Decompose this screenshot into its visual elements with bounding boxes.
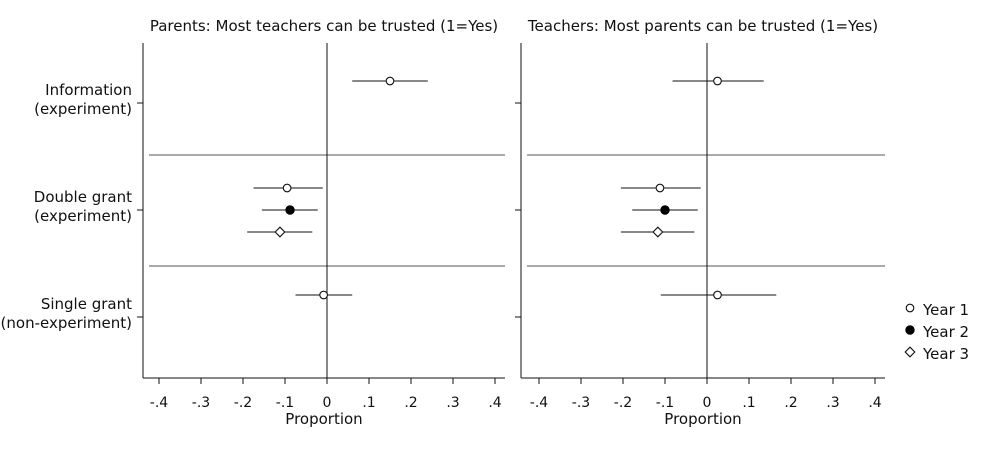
panel-title: Parents: Most teachers can be trusted (1… bbox=[150, 17, 498, 35]
x-tick-label: -.2 bbox=[614, 395, 632, 411]
panel-2: Teachers: Most parents can be trusted (1… bbox=[515, 17, 885, 428]
x-axis-label: Proportion bbox=[664, 410, 741, 428]
category-label-line: (experiment) bbox=[34, 207, 132, 225]
x-tick-label: -.4 bbox=[530, 395, 549, 411]
legend-marker bbox=[905, 325, 915, 335]
x-tick-label: -.4 bbox=[150, 395, 169, 411]
x-axis-label: Proportion bbox=[285, 410, 362, 428]
legend-label: Year 1 bbox=[922, 301, 969, 319]
category-label-line: (non-experiment) bbox=[1, 314, 132, 332]
category-label-line: Double grant bbox=[34, 188, 132, 206]
x-tick-label: .2 bbox=[784, 395, 797, 411]
x-tick-label: .1 bbox=[742, 395, 755, 411]
x-tick-label: .4 bbox=[868, 395, 881, 411]
x-tick-label: .4 bbox=[488, 395, 501, 411]
legend-label: Year 2 bbox=[922, 323, 969, 341]
x-tick-label: -.1 bbox=[656, 395, 674, 411]
panel-title: Teachers: Most parents can be trusted (1… bbox=[527, 17, 878, 35]
category-label: Single grant (non-experiment) bbox=[1, 295, 133, 332]
x-tick-label: .2 bbox=[404, 395, 417, 411]
point-estimate bbox=[282, 183, 292, 193]
x-tick-label: 0 bbox=[703, 395, 712, 411]
point-estimate bbox=[655, 183, 665, 193]
point-estimate bbox=[274, 226, 286, 238]
category-label: Double grant (experiment) bbox=[34, 188, 132, 225]
panel-1: Parents: Most teachers can be trusted (1… bbox=[137, 17, 505, 428]
point-estimate bbox=[319, 290, 328, 300]
x-tick-label: -.3 bbox=[572, 395, 590, 411]
category-label: Information (experiment) bbox=[34, 81, 132, 118]
legend-label: Year 3 bbox=[922, 345, 969, 363]
x-tick-label: 0 bbox=[323, 395, 332, 411]
category-label-line: (experiment) bbox=[34, 100, 132, 118]
point-estimate bbox=[713, 290, 722, 300]
point-estimate bbox=[660, 205, 670, 215]
point-estimate bbox=[385, 76, 395, 86]
legend: Year 1 Year 2 Year 3 bbox=[904, 301, 969, 363]
category-label-line: Single grant bbox=[41, 295, 132, 313]
x-tick-label: -.1 bbox=[276, 395, 294, 411]
panels-layer: Parents: Most teachers can be trusted (1… bbox=[1, 17, 885, 428]
x-tick-label: -.2 bbox=[234, 395, 252, 411]
x-tick-label: .3 bbox=[446, 395, 459, 411]
x-tick-label: .1 bbox=[362, 395, 375, 411]
point-estimate bbox=[652, 226, 664, 238]
x-tick-label: .3 bbox=[826, 395, 839, 411]
category-label-line: Information bbox=[45, 81, 132, 99]
point-estimate bbox=[285, 205, 295, 215]
legend-marker bbox=[905, 303, 915, 313]
x-tick-label: -.3 bbox=[192, 395, 210, 411]
point-estimate bbox=[713, 76, 722, 86]
legend-marker bbox=[904, 346, 916, 358]
